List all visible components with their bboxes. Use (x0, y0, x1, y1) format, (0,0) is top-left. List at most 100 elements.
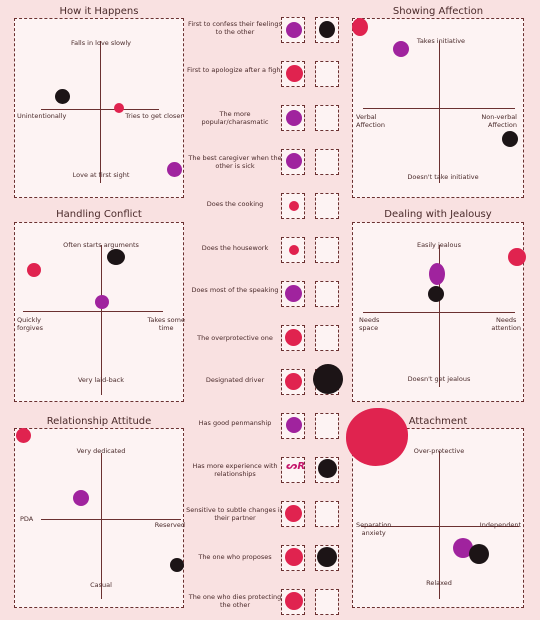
chart-dealing-with-jealousy: Easily jealous Doesn't get jealous Needs… (352, 222, 524, 402)
axis-label-left: Separation anxiety (356, 521, 392, 537)
axis-label-bottom: Doesn't take initiative (407, 173, 479, 181)
panel-title-how-it-happens: How it Happens (59, 6, 139, 17)
question-label: The overprotective one (197, 334, 273, 342)
answer-mark-purple (286, 22, 302, 38)
black-dot (502, 131, 518, 147)
black-dot (107, 249, 125, 265)
question-label: Does the cooking (206, 200, 264, 208)
axis-label-bottom: Very laid-back (77, 376, 125, 384)
axis-label-top: Very dedicated (76, 447, 126, 455)
answer-mark-red (289, 201, 299, 211)
axis-label-bottom: Love at first sight (72, 171, 130, 179)
red-dot (508, 248, 526, 266)
purple-dot (73, 490, 89, 506)
purple-dot (393, 41, 409, 57)
black-dot (469, 544, 489, 564)
panel-title-handling-conflict: Handling Conflict (56, 209, 142, 220)
answer-box-right[interactable] (315, 61, 339, 87)
answer-box-right[interactable] (315, 237, 339, 263)
answer-mark-purple (286, 417, 302, 433)
answer-mark-purple (286, 153, 302, 169)
question-label: The one who proposes (198, 553, 272, 561)
answer-box-left[interactable] (281, 457, 305, 483)
purple-dot (95, 295, 109, 309)
chart-showing-affection: Takes initiative Doesn't take initiative… (352, 18, 524, 198)
axis-label-top: Over-protective (413, 447, 465, 455)
axis-label-bottom: Relaxed (426, 579, 452, 587)
question-label: Does the housework (201, 244, 269, 252)
purple-dot (453, 538, 473, 558)
question-label: Does most of the speaking (191, 286, 279, 294)
axis-label-right: Reserved (154, 521, 185, 529)
answer-mark-purple (285, 285, 302, 302)
axis-label-bottom: Doesn't get jealous (407, 375, 471, 383)
panel-title-relationship-attitude: Relationship Attitude (46, 416, 152, 427)
y-axis (100, 41, 101, 183)
axis-label-top: Takes initiative (416, 37, 466, 45)
answer-mark-red (285, 505, 302, 522)
axis-label-top: Falls in love slowly (70, 39, 132, 47)
answer-mark-red (285, 329, 302, 346)
question-label: The more popular/charasmatic (201, 110, 269, 126)
purple-dot (429, 263, 445, 285)
y-axis (439, 41, 440, 183)
signature-mark: ᔕR (286, 461, 306, 472)
answer-box-right[interactable] (315, 193, 339, 219)
axis-label-bottom: Casual (90, 581, 112, 589)
y-axis (439, 245, 440, 387)
answer-mark-purple (286, 110, 302, 126)
answer-mark-black (319, 21, 335, 38)
answer-box-right[interactable] (315, 281, 339, 307)
axis-label-right: Non-verbal Affection (481, 113, 517, 129)
answer-box-right[interactable] (315, 501, 339, 527)
answer-mark-red (285, 592, 303, 610)
answer-mark-black (313, 364, 343, 394)
black-dot (428, 286, 444, 302)
question-label: Designated driver (205, 376, 265, 384)
chart-handling-conflict: Often starts arguments Very laid-back Qu… (14, 222, 185, 402)
axis-label-left: Unintentionally (17, 112, 67, 120)
answer-box-right[interactable] (315, 325, 339, 351)
axis-label-right: Tries to get closer (125, 112, 183, 120)
x-axis (41, 519, 181, 520)
question-label: The best caregiver when the other is sic… (188, 154, 282, 170)
question-label: Sensitive to subtle changes in their par… (186, 506, 284, 522)
purple-dot (167, 162, 182, 177)
red-blob (346, 408, 408, 466)
x-axis (361, 526, 519, 527)
answer-box-right[interactable] (315, 105, 339, 131)
answer-mark-red (285, 548, 303, 566)
answer-mark-red (289, 245, 299, 255)
answer-mark-red (285, 373, 302, 390)
answer-mark-red (286, 65, 303, 82)
chart-relationship-attitude: Very dedicated Casual PDA Reserved (14, 428, 185, 608)
question-label: The one who dies protecting the other (188, 593, 282, 609)
panel-title-showing-affection: Showing Affection (392, 6, 484, 17)
y-axis (101, 245, 102, 395)
y-axis (101, 453, 102, 599)
red-dot (352, 18, 368, 36)
x-axis (23, 311, 163, 312)
chart-how-it-happens: Falls in love slowly Love at first sight… (14, 18, 184, 198)
axis-label-left: Verbal Affection (356, 113, 385, 129)
red-dot (16, 428, 31, 443)
question-label: First to confess their feelings to the o… (188, 20, 282, 36)
question-label: Has more experience with relationships (192, 462, 278, 478)
question-label: First to apologize after a fight (187, 66, 283, 74)
axis-label-left: Quickly forgives (17, 316, 43, 332)
black-dot (170, 558, 184, 572)
axis-label-top: Often starts arguments (63, 241, 139, 249)
answer-box-right[interactable] (315, 589, 339, 615)
red-dot (27, 263, 41, 277)
answer-mark-black (318, 459, 337, 478)
black-dot (55, 89, 70, 104)
axis-label-right: Needs attention (491, 316, 521, 332)
panel-title-dealing-with-jealousy: Dealing with Jealousy (384, 209, 492, 220)
answer-box-right[interactable] (315, 149, 339, 175)
axis-label-right: Independent (479, 521, 521, 529)
y-axis (439, 451, 440, 599)
axis-label-right: Takes some time (147, 316, 185, 332)
panel-title-attachment: Attachment (408, 416, 468, 427)
answer-box-right[interactable] (315, 413, 339, 439)
axis-label-left: PDA (20, 515, 34, 523)
